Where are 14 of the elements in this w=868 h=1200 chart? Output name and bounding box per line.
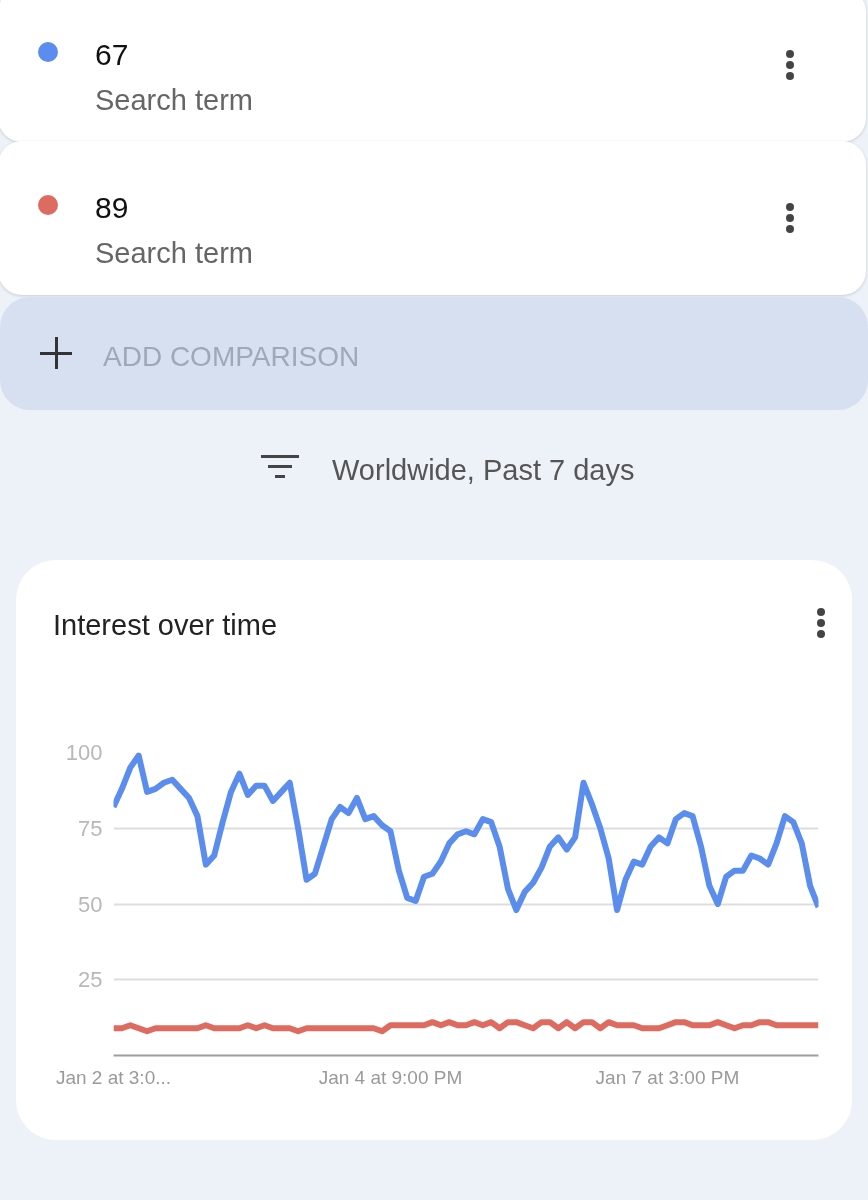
text: Search term xyxy=(95,83,253,118)
x-tick-label: Jan 4 at 9:00 PM xyxy=(318,1066,463,1088)
legend-label: 89 xyxy=(95,190,129,226)
y-tick-label: 100 xyxy=(65,740,103,765)
y-tick-label: 75 xyxy=(78,815,103,841)
chart-title: Interest over time xyxy=(53,608,278,643)
y-tick-label: 25 xyxy=(78,967,103,993)
text: Search term xyxy=(95,236,253,271)
x-tick-label: Jan 2 at 3:0... xyxy=(55,1066,172,1088)
y-tick-label: 50 xyxy=(78,891,103,917)
chart-subtitle: Worldwide, Past 7 days xyxy=(332,453,635,488)
x-tick-label: Jan 7 at 3:00 PM xyxy=(595,1066,740,1088)
legend-label: 67 xyxy=(95,37,129,73)
text: ADD COMPARISON xyxy=(103,340,360,374)
